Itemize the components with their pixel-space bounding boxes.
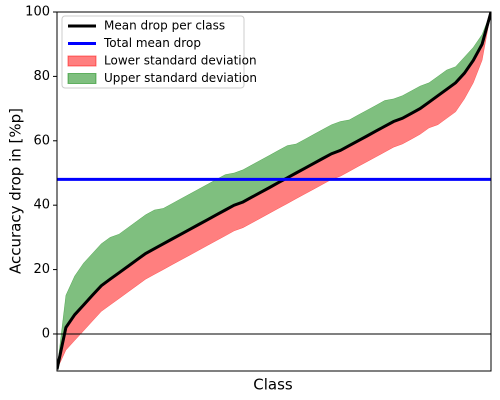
y-tick-label: 0 (42, 326, 50, 341)
legend-swatch (67, 73, 97, 84)
mean-line (57, 12, 491, 370)
y-tick-label: 20 (33, 262, 50, 277)
legend-label: Upper standard deviation (104, 71, 257, 85)
y-tick-label: 40 (33, 198, 50, 213)
y-tick-label: 60 (33, 133, 50, 148)
legend-label: Mean drop per class (104, 19, 225, 33)
y-axis-label: Accuracy drop in [%p] (7, 108, 25, 274)
x-axis-label: Class (253, 376, 293, 394)
legend-box (61, 15, 245, 89)
legend-swatch (67, 55, 97, 67)
legend-label: Lower standard deviation (104, 54, 257, 68)
y-tick-label: 100 (25, 5, 50, 20)
y-tick-label: 80 (33, 69, 50, 84)
plot-area (57, 12, 491, 370)
legend-label: Total mean drop (103, 36, 201, 50)
plot-frame (56, 11, 492, 372)
legend: Mean drop per class Total mean drop Lower … (61, 15, 257, 89)
